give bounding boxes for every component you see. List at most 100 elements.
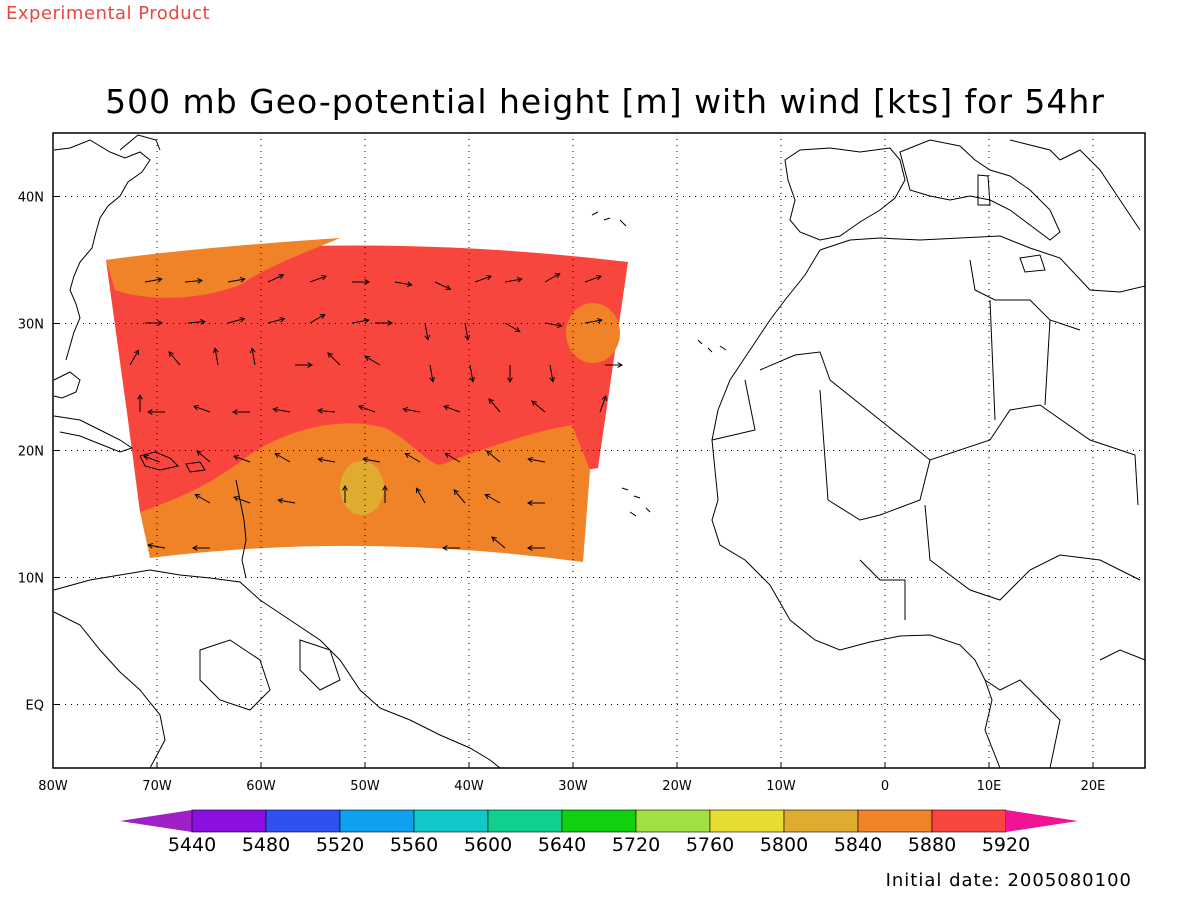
colorbar-over-arrow (1006, 810, 1078, 832)
wind-arrow (194, 493, 211, 504)
colorbar-swatch (191, 809, 267, 833)
y-tick-label: EQ (26, 699, 44, 714)
wind-arrow (317, 456, 336, 463)
wind-arrow (605, 362, 624, 368)
wind-arrow (599, 395, 608, 413)
colorbar-label: 5600 (463, 834, 513, 856)
lat-lon-grid (53, 133, 1145, 768)
wind-arrow (394, 281, 413, 288)
x-tick-label: 0 (881, 779, 889, 794)
wind-arrow (272, 406, 291, 413)
height-field (106, 238, 628, 562)
wind-arrow (342, 484, 348, 503)
x-tick-label: 40W (454, 779, 484, 794)
wind-arrow (443, 404, 461, 413)
wind-arrow (147, 542, 166, 549)
wind-arrow (544, 272, 561, 283)
colorbar-label: 5720 (611, 834, 661, 856)
wind-arrow (424, 322, 431, 341)
wind-arrow (351, 317, 370, 324)
colorbar-label: 5520 (315, 834, 365, 856)
wind-arrow (444, 452, 461, 463)
wind-arrow (233, 495, 251, 504)
colorbar-swatch (857, 809, 933, 833)
y-tick-label: 30N (18, 318, 44, 333)
wind-arrow (317, 408, 336, 414)
wind-arrow (191, 545, 210, 551)
wind-arrow (196, 450, 211, 463)
wind-arrow (453, 489, 466, 504)
wind-arrow (382, 484, 388, 503)
wind-arrow (277, 497, 296, 504)
colorbar-swatch (931, 809, 1007, 833)
x-tick-label: 10E (977, 779, 1002, 794)
wind-arrow (469, 364, 476, 383)
wind-arrow (364, 355, 381, 366)
wind-arrow (429, 364, 436, 383)
wind-arrow (434, 281, 452, 291)
field-5840-cell-west (340, 461, 384, 515)
wind-arrow (507, 365, 513, 384)
colorbar-label: 5560 (389, 834, 439, 856)
wind-arrow (504, 322, 521, 333)
colorbar-swatch (413, 809, 489, 833)
colorbar-swatch (783, 809, 859, 833)
wind-arrow (231, 409, 250, 415)
y-axis-labels: 40N 30N 20N 10N EQ (18, 191, 59, 714)
x-tick-label: 60W (246, 779, 276, 794)
y-tick-label: 10N (18, 572, 44, 587)
wind-arrow (137, 393, 143, 412)
wind-arrow (267, 273, 285, 283)
wind-arrow (549, 364, 556, 383)
wind-arrow (441, 545, 460, 551)
wind-arrow (488, 398, 501, 413)
x-tick-label: 20W (662, 779, 692, 794)
wind-arrow (144, 276, 163, 283)
wind-arrow (267, 316, 286, 324)
wind-arrow (168, 351, 181, 366)
colorbar-label: 5640 (537, 834, 587, 856)
wind-arrow (327, 352, 341, 366)
wind-arrow (146, 409, 165, 415)
wind-arrow (249, 347, 256, 366)
wind-arrow (584, 317, 603, 324)
colorbar-swatch (265, 809, 341, 833)
wind-arrow (362, 456, 381, 463)
colorbar-swatch (561, 809, 637, 833)
wind-arrow (484, 493, 501, 504)
wind-arrow (531, 400, 546, 413)
wind-arrow (129, 349, 140, 366)
y-tick-label: 40N (18, 191, 44, 206)
field-5840-cell-east (566, 303, 620, 363)
wind-arrow (504, 276, 523, 283)
wind-arrow (544, 322, 563, 329)
wind-arrow (212, 347, 219, 366)
wind-vectors (129, 272, 624, 551)
wind-arrow (474, 274, 492, 283)
wind-arrow (527, 456, 546, 463)
wind-arrow (184, 278, 203, 284)
colorbar-swatch (635, 809, 711, 833)
wind-arrow (415, 487, 426, 504)
colorbar-label: 5440 (167, 834, 217, 856)
colorbar-label: 5840 (833, 834, 883, 856)
colorbar-label: 5480 (241, 834, 291, 856)
x-tick-label: 50W (350, 779, 380, 794)
colorbar-swatch (339, 809, 415, 833)
colorbar-swatch (709, 809, 785, 833)
wind-arrow (227, 316, 246, 324)
chart-title: 500 mb Geo-potential height [m] with win… (105, 82, 1105, 121)
wind-arrow (526, 545, 545, 551)
y-tick-label: 20N (18, 445, 44, 460)
x-tick-label: 30W (558, 779, 588, 794)
wind-arrow (526, 500, 545, 506)
initial-date: Initial date: 2005080100 (885, 870, 1132, 891)
colorbar-label: 5800 (759, 834, 809, 856)
wind-arrow (402, 406, 421, 413)
colorbar-under-arrow (120, 810, 192, 832)
colorbar (120, 809, 1078, 833)
wind-arrow (143, 454, 161, 463)
wind-arrow (352, 279, 371, 285)
wind-arrow (233, 454, 251, 463)
